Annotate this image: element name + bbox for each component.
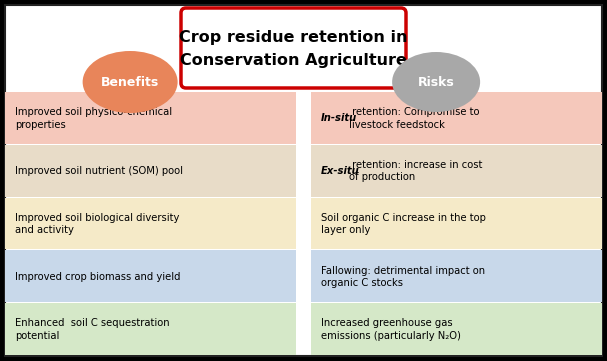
Text: Enhanced  soil C sequestration
potential: Enhanced soil C sequestration potential: [15, 318, 169, 341]
Text: Soil organic C increase in the top
layer only: Soil organic C increase in the top layer…: [321, 213, 486, 235]
FancyBboxPatch shape: [5, 5, 602, 356]
FancyBboxPatch shape: [311, 92, 602, 144]
Text: Benefits: Benefits: [101, 75, 159, 88]
Ellipse shape: [83, 51, 178, 113]
Text: Increased greenhouse gas
emissions (particularly N₂O): Increased greenhouse gas emissions (part…: [321, 318, 461, 341]
FancyBboxPatch shape: [5, 303, 296, 355]
FancyBboxPatch shape: [5, 251, 296, 302]
Text: Improved crop biomass and yield: Improved crop biomass and yield: [15, 272, 180, 282]
FancyBboxPatch shape: [5, 197, 296, 249]
FancyBboxPatch shape: [5, 145, 296, 197]
Text: retention: increase in cost
of production: retention: increase in cost of productio…: [349, 160, 483, 182]
Text: retention: Compromise to
livestock feedstock: retention: Compromise to livestock feeds…: [349, 107, 480, 130]
Text: Crop residue retention in: Crop residue retention in: [179, 30, 408, 45]
FancyBboxPatch shape: [5, 92, 296, 144]
Text: Improved soil physico-chemical
properties: Improved soil physico-chemical propertie…: [15, 107, 172, 130]
Text: In-situ: In-situ: [321, 113, 358, 123]
FancyBboxPatch shape: [311, 197, 602, 249]
FancyBboxPatch shape: [181, 8, 406, 88]
Text: Risks: Risks: [418, 75, 455, 88]
FancyBboxPatch shape: [311, 145, 602, 197]
Text: Improved soil nutrient (SOM) pool: Improved soil nutrient (SOM) pool: [15, 166, 183, 176]
Text: Improved soil biological diversity
and activity: Improved soil biological diversity and a…: [15, 213, 180, 235]
Text: Fallowing: detrimental impact on
organic C stocks: Fallowing: detrimental impact on organic…: [321, 266, 485, 288]
Text: Ex-situ: Ex-situ: [321, 166, 360, 176]
FancyBboxPatch shape: [311, 303, 602, 355]
Text: Conservation Agriculture: Conservation Agriculture: [180, 53, 407, 68]
Ellipse shape: [392, 52, 480, 112]
FancyBboxPatch shape: [311, 251, 602, 302]
